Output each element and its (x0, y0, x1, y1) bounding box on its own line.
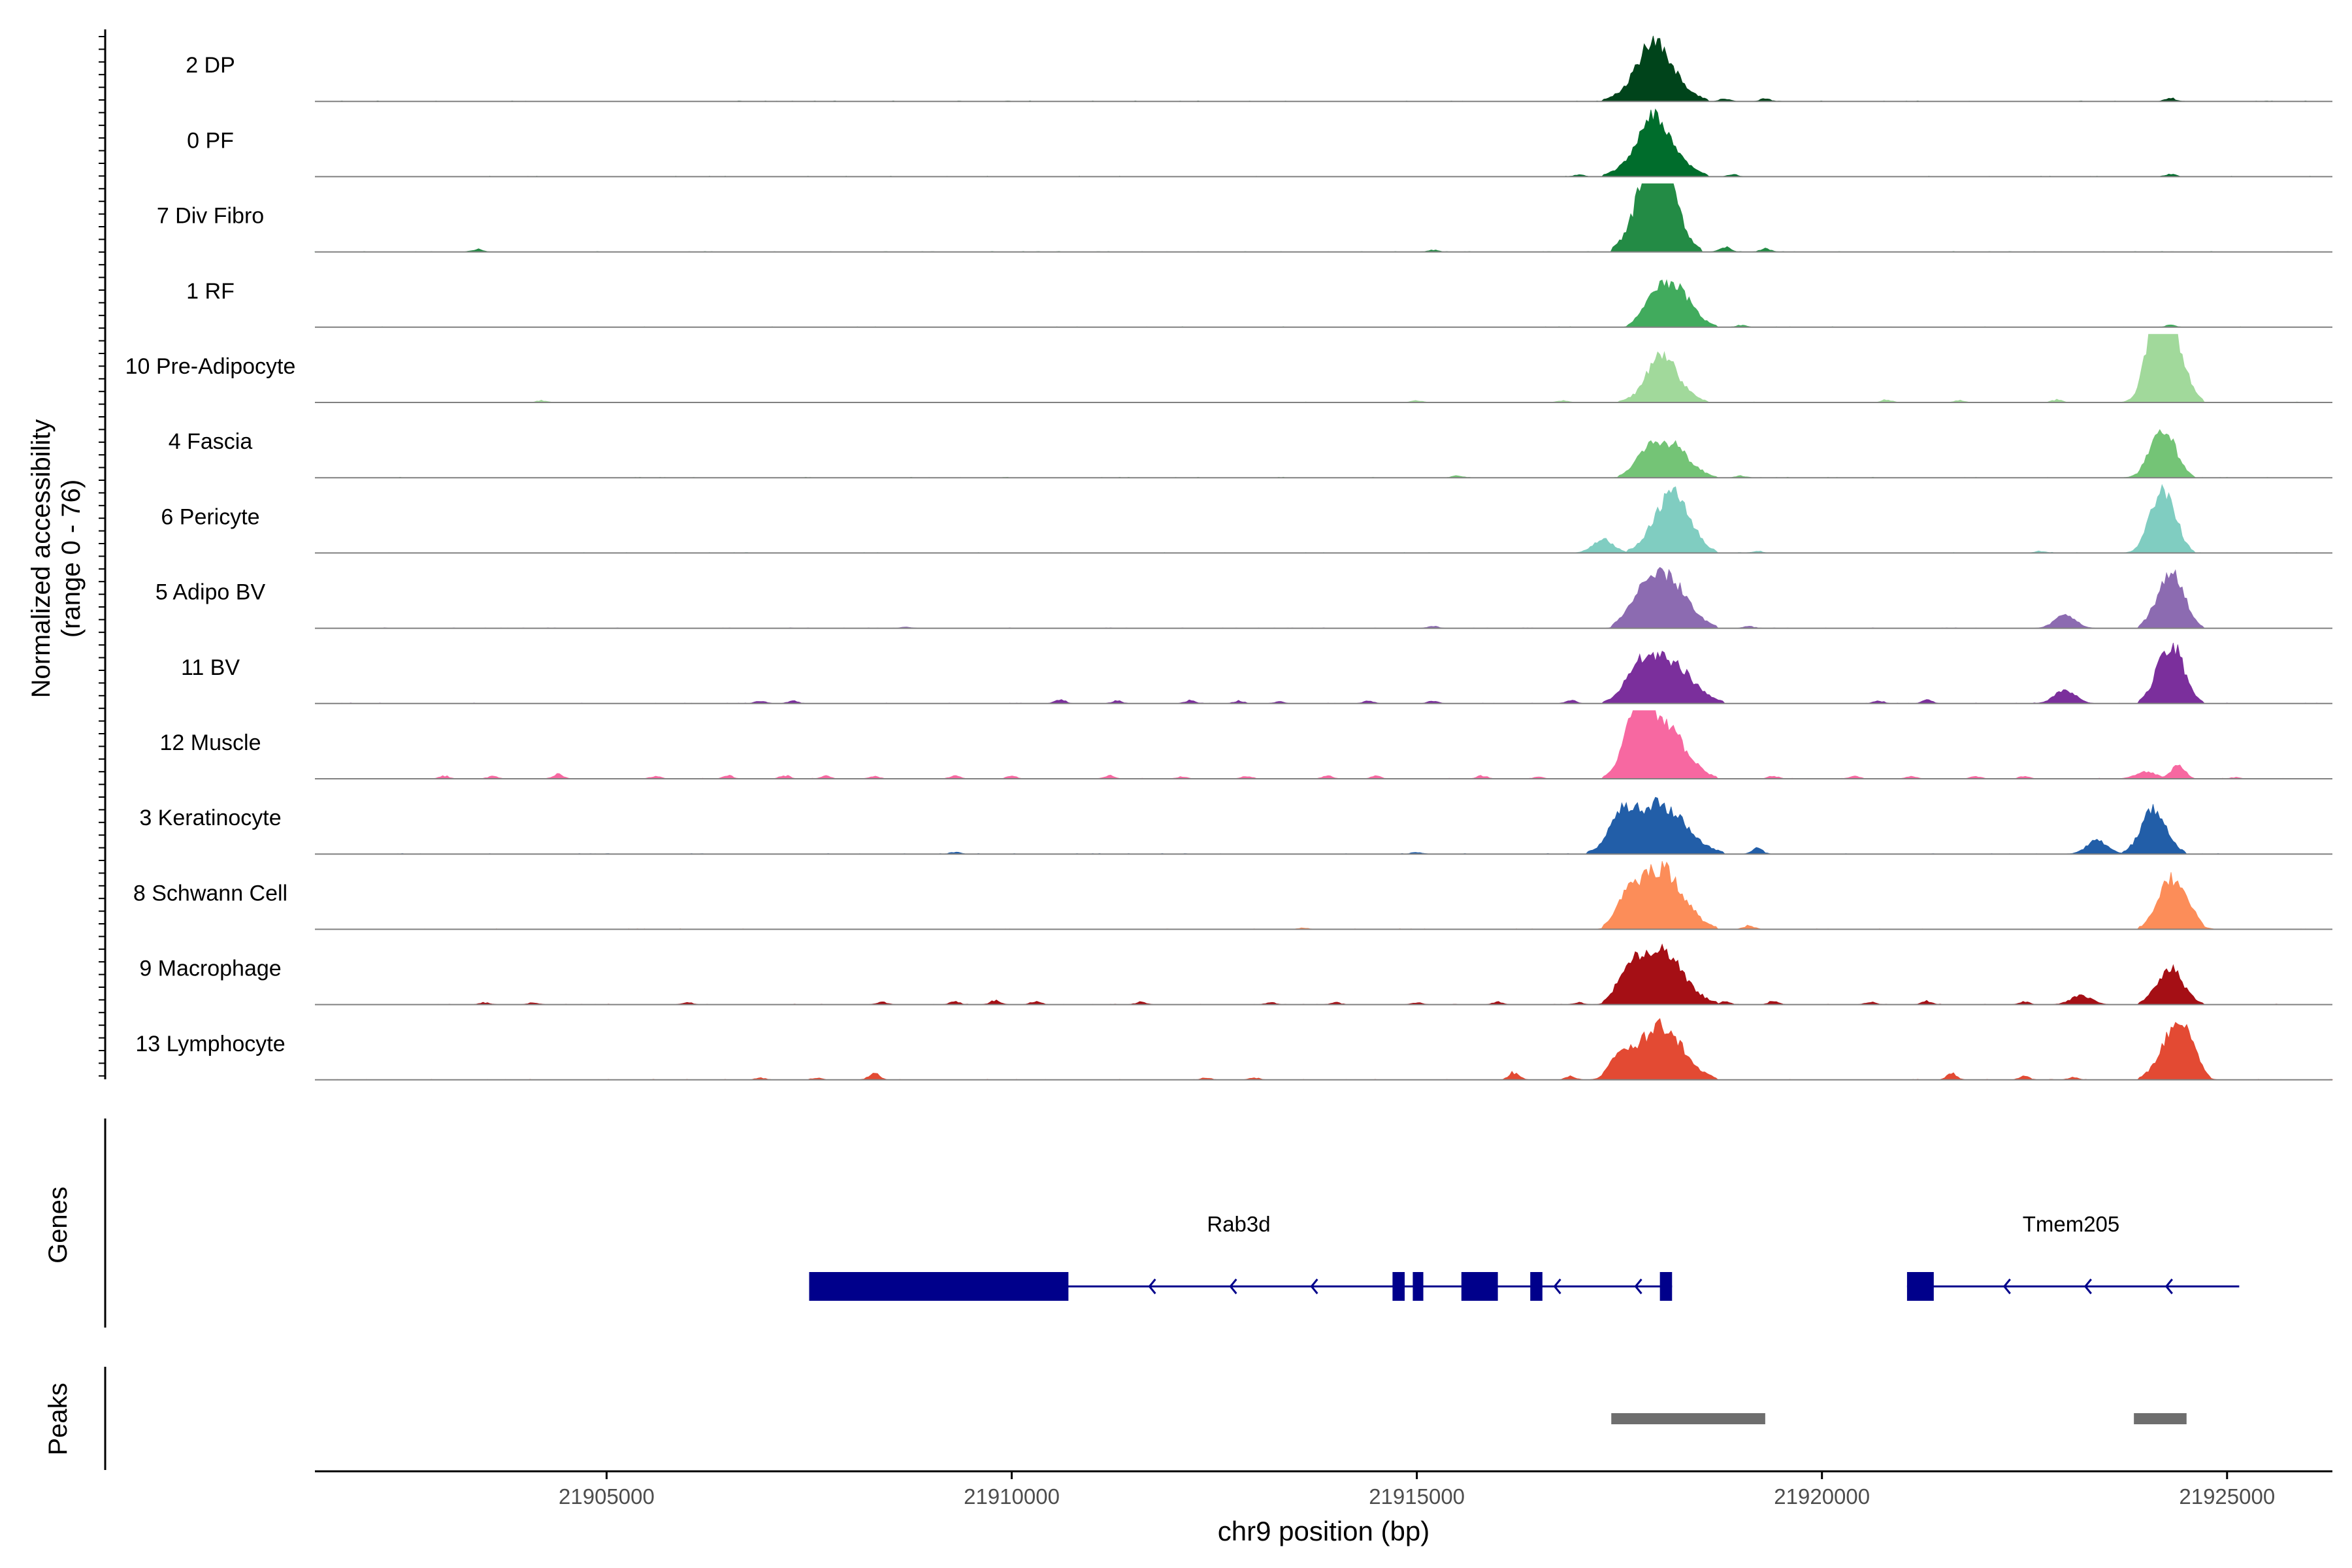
exon (1461, 1272, 1498, 1301)
x-tick-label: 21905000 (559, 1484, 655, 1509)
coverage-area (315, 334, 2332, 403)
strand-arrow (1148, 1279, 1156, 1294)
peak (1611, 1413, 1765, 1424)
track-10: 12 Muscle (160, 710, 2332, 779)
genes-panel: Rab3d Tmem205 (104, 1119, 2240, 1328)
track-label: 12 Muscle (160, 730, 261, 755)
strand-arrow (1634, 1279, 1642, 1294)
coverage-area (315, 566, 2332, 629)
coverage-area (315, 860, 2332, 930)
coverage-tracks: 2 DP 0 PF 7 Div Fibro 1 RF 10 Pre-Adipocyte 4… (99, 29, 2333, 1081)
track-6: 4 Fascia (169, 429, 2332, 479)
coverage-area (315, 429, 2332, 478)
x-tick-label: 21925000 (2179, 1484, 2275, 1509)
track-label: 5 Adipo BV (155, 580, 266, 605)
track-label: 1 RF (186, 279, 235, 304)
track-label: 11 BV (181, 655, 240, 680)
x-axis-label: chr9 position (bp) (1218, 1516, 1430, 1546)
exon (809, 1272, 1069, 1301)
strand-arrow (1229, 1279, 1237, 1294)
x-tick-label: 21910000 (964, 1484, 1060, 1509)
track-11: 3 Keratinocyte (139, 796, 2332, 855)
track-label: 3 Keratinocyte (139, 806, 281, 830)
track-9: 11 BV (181, 642, 2332, 704)
coverage-area (315, 1018, 2333, 1081)
strand-arrow (1553, 1279, 1561, 1294)
peaks-panel (104, 1367, 2187, 1470)
exon (1413, 1272, 1424, 1301)
coverage-area (314, 483, 2332, 553)
peak (2134, 1413, 2187, 1424)
coverage-area (315, 279, 2332, 328)
strand-arrow (2083, 1279, 2092, 1294)
coverage-area (315, 642, 2332, 704)
track-label: 9 Macrophage (139, 956, 281, 981)
track-label: 6 Pericyte (161, 504, 259, 529)
coverage-area (315, 108, 2332, 177)
track-3: 7 Div Fibro (157, 183, 2332, 253)
x-axis: 21905000 21910000 21915000 21920000 21925000 (315, 1470, 2332, 1509)
track-1: 2 DP (186, 35, 2332, 103)
gene-Tmem205: Tmem205 (1906, 1212, 2240, 1301)
gene-label: Tmem205 (2023, 1212, 2120, 1236)
exon (1530, 1272, 1543, 1301)
track-14: 13 Lymphocyte (135, 1018, 2333, 1081)
track-8: 5 Adipo BV (155, 566, 2332, 629)
coverage-area (315, 710, 2332, 779)
gene-label: Rab3d (1207, 1212, 1270, 1236)
track-label: 4 Fascia (169, 429, 253, 454)
exon (1659, 1272, 1673, 1301)
x-tick-label: 21920000 (1774, 1484, 1870, 1509)
track-7: 6 Pericyte (161, 483, 2332, 554)
track-5: 10 Pre-Adipocyte (125, 334, 2332, 403)
track-label: 8 Schwann Cell (133, 881, 287, 906)
track-4: 1 RF (186, 279, 2332, 328)
y-axis (99, 29, 106, 1079)
track-label: 0 PF (187, 128, 234, 153)
track-label: 2 DP (186, 53, 235, 78)
y-axis-label-line2: (range 0 - 76) (57, 480, 86, 638)
track-label: 10 Pre-Adipocyte (125, 354, 296, 379)
coverage-area (315, 35, 2332, 102)
y-axis-label-line1: Normalized accessibility (27, 419, 56, 698)
strand-arrow (1310, 1279, 1318, 1294)
exon (1392, 1272, 1405, 1301)
track-12: 8 Schwann Cell (133, 860, 2332, 930)
gene-Rab3d: Rab3d (809, 1212, 1673, 1301)
genes-panel-label: Genes (44, 1186, 73, 1264)
strand-arrow (2164, 1279, 2173, 1294)
x-tick-label: 21915000 (1369, 1484, 1465, 1509)
track-label: 13 Lymphocyte (135, 1032, 285, 1056)
coverage-area (315, 796, 2332, 855)
track-label: 7 Div Fibro (157, 204, 264, 229)
track-13: 9 Macrophage (139, 943, 2332, 1005)
strand-arrow (2002, 1279, 2011, 1294)
track-2: 0 PF (187, 108, 2332, 178)
coverage-area (315, 943, 2332, 1005)
peaks-panel-label: Peaks (44, 1382, 73, 1455)
exon (1906, 1272, 1934, 1301)
coverage-area (314, 183, 2332, 253)
